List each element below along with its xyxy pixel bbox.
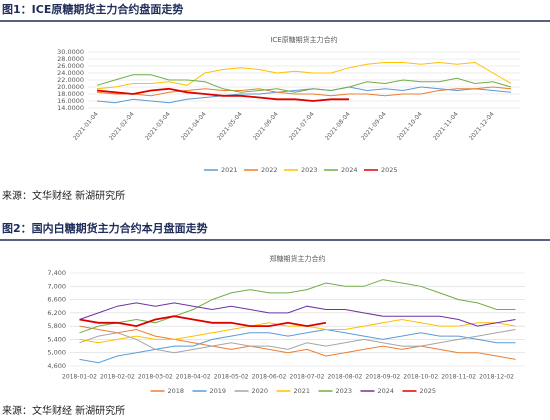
- series-line: [79, 318, 516, 344]
- x-tick-label: 2021-04-04: [180, 111, 208, 142]
- y-tick-label: 14.0000: [57, 104, 84, 112]
- y-tick-label: 5,000: [47, 349, 66, 357]
- y-tick-label: 6,200: [47, 309, 66, 317]
- legend-label: 2020: [252, 387, 269, 395]
- y-tick-label: 5,400: [47, 335, 66, 343]
- legend-label: 2025: [420, 387, 437, 395]
- x-tick-label: 2018-02-02: [100, 374, 135, 381]
- series-line: [96, 87, 349, 102]
- legend-label: 2018: [168, 387, 185, 395]
- x-tick-label: 2018-12-02: [479, 374, 514, 381]
- figure-heading: 图1：ICE原糖期货主力合约盘面走势: [2, 2, 183, 16]
- x-tick-label: 2021-02-04: [108, 111, 136, 142]
- legend-label: 2023: [336, 387, 353, 395]
- x-tick-label: 2021-08-04: [324, 111, 352, 142]
- chart-title: 郑糖期货主力合约: [270, 254, 326, 263]
- figure-source: 来源：文华财经 新湖研究所: [2, 189, 125, 202]
- x-tick-label: 2021-09-04: [360, 111, 388, 142]
- y-tick-label: 30.0000: [57, 48, 84, 56]
- legend-label: 2025: [381, 166, 398, 174]
- x-tick-label: 2018-07-02: [290, 374, 325, 381]
- series-line: [79, 279, 516, 334]
- chart-title: ICE原糖期货主力合约: [270, 35, 337, 44]
- y-tick-label: 4,600: [47, 362, 66, 370]
- series-line: [79, 329, 516, 354]
- x-tick-label: 2021-11-04: [432, 111, 460, 142]
- x-tick-label: 2018-05-02: [214, 374, 249, 381]
- series-line: [79, 302, 516, 327]
- y-tick-label: 28.0000: [57, 55, 84, 63]
- x-tick-label: 2021-05-04: [216, 111, 244, 142]
- x-tick-label: 2021-07-04: [288, 111, 316, 142]
- y-tick-label: 20.0000: [57, 83, 84, 91]
- y-tick-label: 6,600: [47, 296, 66, 304]
- legend-label: 2019: [210, 387, 227, 395]
- y-tick-label: 16.0000: [57, 97, 84, 105]
- x-tick-label: 2018-10-02: [403, 374, 438, 381]
- x-tick-label: 2018-01-02: [62, 374, 97, 381]
- series-line: [79, 315, 327, 328]
- y-tick-label: 7,000: [47, 282, 66, 290]
- x-tick-label: 2018-04-02: [176, 374, 211, 381]
- series-line: [79, 325, 516, 360]
- series-line: [96, 86, 512, 97]
- y-tick-label: 5,800: [47, 322, 66, 330]
- x-tick-label: 2018-08-02: [327, 374, 362, 381]
- x-tick-label: 2018-03-02: [138, 374, 173, 381]
- series-line: [96, 86, 512, 104]
- y-tick-label: 18.0000: [57, 90, 84, 98]
- y-tick-label: 7,400: [47, 269, 66, 277]
- figure-source: 来源：文华财经 新湖研究所: [2, 404, 125, 417]
- series-line: [79, 328, 516, 364]
- x-tick-label: 2018-11-02: [441, 374, 476, 381]
- x-tick-label: 2018-06-02: [252, 374, 287, 381]
- x-tick-label: 2021-10-04: [396, 111, 424, 142]
- y-tick-label: 24.0000: [57, 69, 84, 77]
- x-tick-label: 2021-01-04: [72, 111, 100, 142]
- x-tick-label: 2021-06-04: [252, 111, 280, 142]
- legend-label: 2024: [341, 166, 358, 174]
- x-tick-label: 2018-09-02: [365, 374, 400, 381]
- figure-heading: 图2：国内白糖期货主力合约本月盘面走势: [2, 221, 208, 235]
- legend-label: 2021: [294, 387, 311, 395]
- legend-label: 2023: [301, 166, 318, 174]
- series-line: [96, 74, 512, 93]
- legend-label: 2024: [378, 387, 395, 395]
- legend-label: 2021: [221, 166, 238, 174]
- y-tick-label: 26.0000: [57, 62, 84, 70]
- legend-label: 2022: [261, 166, 278, 174]
- series-line: [96, 61, 512, 90]
- x-tick-label: 2021-03-04: [144, 111, 172, 142]
- x-tick-label: 2021-12-04: [468, 111, 496, 142]
- y-tick-label: 22.0000: [57, 76, 84, 84]
